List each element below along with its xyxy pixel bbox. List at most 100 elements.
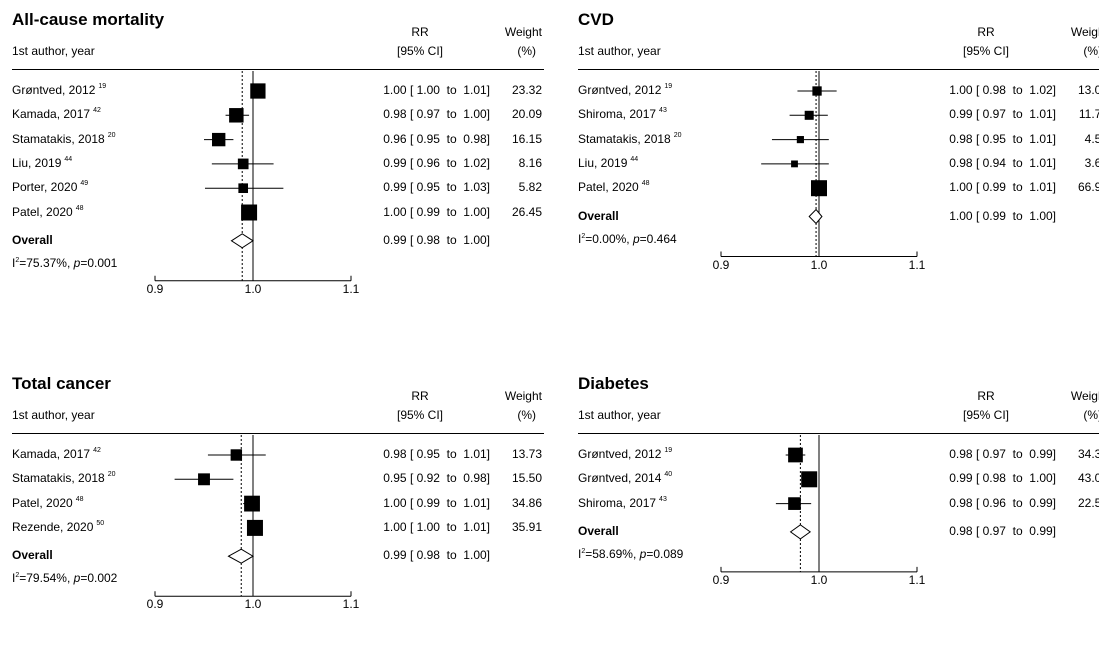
study-name: Stamatakis, 2018 [578, 131, 671, 146]
point-estimate-square [198, 473, 210, 486]
x-axis-tick-label: 0.9 [712, 572, 730, 587]
study-rr-ci: 0.99 [ 0.95 to 1.03] [383, 180, 490, 195]
header-weight-unit: (%) [1083, 44, 1099, 58]
x-axis-tick-label: 1.1 [908, 572, 926, 587]
study-rr-ci: 0.95 [ 0.92 to 0.98] [383, 471, 490, 486]
study-name: Patel, 2020 [578, 180, 639, 195]
x-axis-tick-label: 0.9 [712, 257, 730, 272]
heterogeneity-p-value: =0.002 [80, 571, 118, 586]
header-weight: Weight [1070, 25, 1099, 39]
study-weight: 16.15 [511, 131, 542, 146]
overall-label: Overall [12, 548, 53, 563]
study-reference: 49 [80, 180, 89, 188]
header-study: 1st author, year [12, 408, 95, 422]
overall-diamond [789, 524, 812, 540]
point-estimate-square [250, 83, 266, 99]
heterogeneity-i2-sup: 2 [15, 572, 20, 580]
study-rr-ci: 0.99 [ 0.97 to 1.01] [949, 107, 1056, 122]
study-weight: 4.58 [1084, 131, 1099, 146]
header-rule [578, 433, 1099, 434]
x-axis-tick-label: 0.9 [146, 281, 164, 296]
study-reference: 20 [107, 471, 116, 479]
x-axis-tick-label: 1.1 [342, 281, 360, 296]
point-estimate-square [801, 471, 818, 488]
header-weight-unit: (%) [517, 408, 536, 422]
study-reference: 48 [75, 204, 84, 212]
study-weight: 11.76 [1078, 107, 1099, 122]
header-rr: RR [977, 25, 995, 39]
study-name: Rezende, 2020 [12, 519, 94, 534]
overall-diamond [230, 233, 254, 249]
header-rule [578, 69, 1099, 70]
overall-diamond [227, 548, 254, 564]
forest-panel: All-cause mortality 1st author, year RR [95… [12, 10, 552, 296]
study-reference: 44 [630, 155, 639, 163]
study-rr-ci: 1.00 [ 0.99 to 1.01] [383, 495, 490, 510]
study-weight: 20.09 [511, 107, 542, 122]
panel-title: All-cause mortality [12, 10, 165, 29]
forest-plot-area [720, 71, 918, 257]
x-axis-tick-label: 1.0 [244, 597, 262, 612]
heterogeneity-i2-prefix: I [12, 255, 16, 270]
panel-title: Total cancer [12, 374, 111, 393]
point-estimate-square [230, 449, 243, 461]
study-rr-ci: 1.00 [ 1.00 to 1.01] [383, 83, 490, 97]
study-label: Grøntved, 2012 19 [578, 83, 672, 97]
overall-label: Overall [578, 208, 619, 223]
study-name: Liu, 2019 [578, 155, 628, 170]
forest-panel: Diabetes 1st author, year RR [95% CI] Weight… [578, 374, 1099, 654]
study-label: Patel, 2020 48 [12, 496, 84, 510]
study-label: Shiroma, 2017 43 [578, 496, 667, 510]
header-rr: RR [411, 25, 429, 39]
study-weight: 13.73 [511, 447, 542, 461]
forest-plot-area [720, 435, 918, 573]
heterogeneity-p-value: =0.089 [646, 546, 684, 561]
forest-plot-area [154, 71, 352, 282]
heterogeneity-p-label: p [73, 255, 81, 270]
heterogeneity-i2-prefix: I [578, 546, 582, 561]
heterogeneity-p-value: =0.464 [639, 231, 677, 246]
study-reference: 50 [96, 519, 105, 527]
point-estimate-square [812, 86, 822, 96]
heterogeneity-p-value: =0.001 [80, 255, 118, 270]
point-estimate-square [244, 495, 260, 512]
forest-panel: Total cancer 1st author, year RR [95% CI] We… [12, 374, 552, 654]
point-estimate-square [796, 136, 804, 144]
header-study: 1st author, year [578, 408, 661, 422]
header-weight-unit: (%) [517, 44, 536, 58]
study-label: Liu, 2019 44 [578, 156, 638, 170]
point-estimate-square [229, 108, 244, 123]
study-rr-ci: 1.00 [ 0.99 to 1.00] [383, 204, 490, 219]
study-reference: 43 [659, 495, 667, 503]
study-rr-ci: 0.98 [ 0.94 to 1.01] [949, 155, 1056, 170]
study-name: Patel, 2020 [12, 204, 73, 219]
study-label: Patel, 2020 48 [578, 180, 650, 194]
study-weight: 5.82 [518, 180, 542, 195]
study-name: Grøntved, 2012 [12, 83, 96, 97]
study-rr-ci: 0.99 [ 0.96 to 1.02] [383, 155, 490, 170]
study-label: Rezende, 2020 50 [12, 520, 104, 534]
header-weight-unit: (%) [1083, 408, 1099, 422]
header-rule [12, 69, 544, 70]
study-label: Porter, 2020 49 [12, 180, 88, 194]
study-label: Stamatakis, 2018 20 [578, 132, 682, 146]
study-weight: 43.06 [1077, 471, 1099, 486]
heterogeneity-i2-sup: 2 [15, 256, 20, 264]
study-rr-ci: 0.98 [ 0.96 to 0.99] [949, 495, 1056, 510]
study-name: Grøntved, 2012 [578, 83, 662, 97]
study-label: Kamada, 2017 42 [12, 447, 101, 461]
heterogeneity-i2-value: =0.00%, [585, 231, 633, 246]
point-estimate-square [246, 519, 263, 536]
header-study: 1st author, year [12, 44, 95, 58]
study-reference: 48 [75, 495, 84, 503]
header-ci: [95% CI] [396, 408, 444, 422]
study-name: Porter, 2020 [12, 180, 78, 195]
heterogeneity-i2-value: =79.54%, [19, 571, 74, 586]
study-reference: 19 [664, 83, 673, 90]
study-label: Shiroma, 2017 43 [578, 107, 667, 121]
study-weight: 23.32 [511, 83, 542, 97]
header-weight: Weight [504, 389, 542, 403]
study-rr-ci: 0.98 [ 0.95 to 1.01] [383, 447, 490, 461]
heterogeneity-i2-prefix: I [578, 231, 582, 246]
header-weight: Weight [504, 25, 542, 39]
